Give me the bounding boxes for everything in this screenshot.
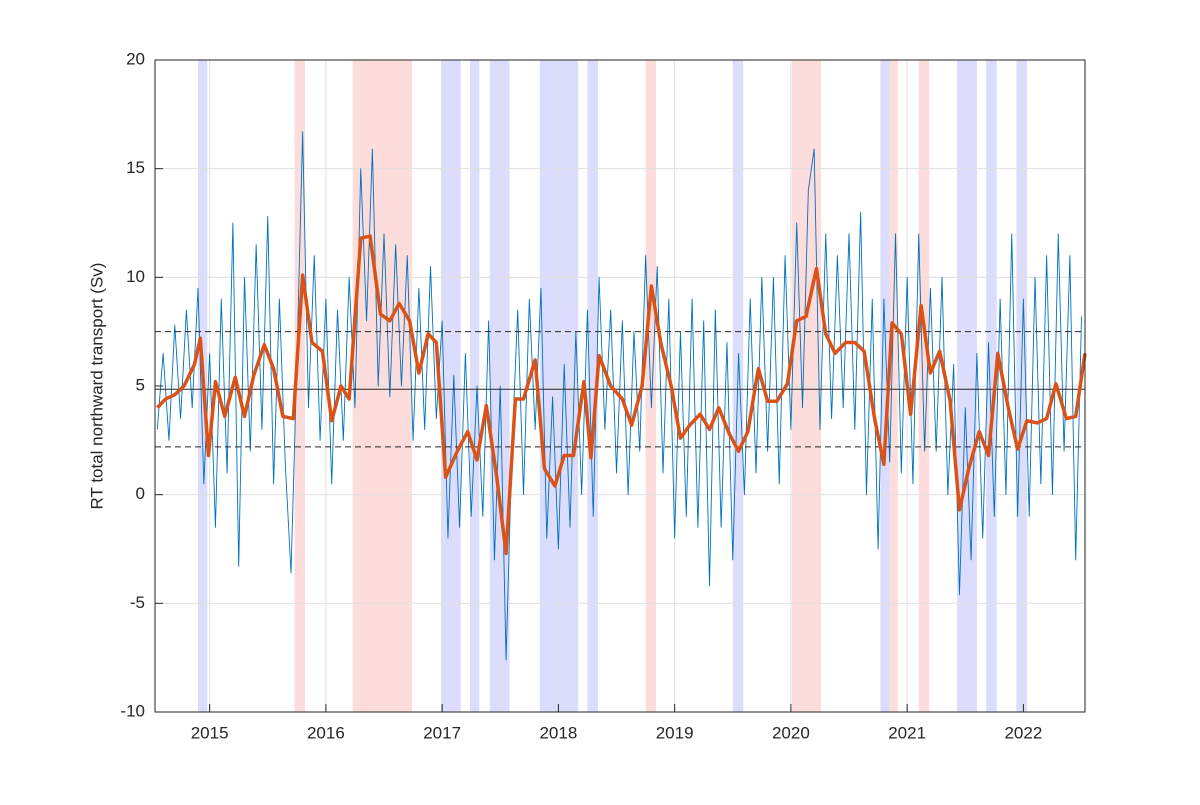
y-tick-label: 0 bbox=[136, 484, 145, 503]
y-tick-label: 15 bbox=[126, 158, 145, 177]
y-tick-label: 20 bbox=[126, 49, 145, 68]
x-tick-label: 2022 bbox=[1004, 723, 1042, 742]
labels: -10 -5 0 5 10 15 20 2015 2016 2017 2018 2019 2020 202… bbox=[120, 49, 1042, 742]
y-axis-label: RT total northward transport (Sv) bbox=[87, 263, 106, 510]
x-tick-label: 2017 bbox=[423, 723, 461, 742]
x-tick-label: 2021 bbox=[888, 723, 926, 742]
x-tick-label: 2016 bbox=[307, 723, 345, 742]
x-tick-label: 2018 bbox=[539, 723, 577, 742]
y-tick-label: -10 bbox=[120, 701, 145, 720]
y-tick-label: 5 bbox=[136, 375, 145, 394]
y-tick-label: -5 bbox=[130, 593, 145, 612]
y-tick-label: 10 bbox=[126, 267, 145, 286]
x-tick-label: 2015 bbox=[191, 723, 229, 742]
series-line bbox=[156, 234, 1087, 556]
lines bbox=[155, 131, 1087, 661]
x-tick-label: 2019 bbox=[656, 723, 694, 742]
x-tick-label: 2020 bbox=[772, 723, 810, 742]
